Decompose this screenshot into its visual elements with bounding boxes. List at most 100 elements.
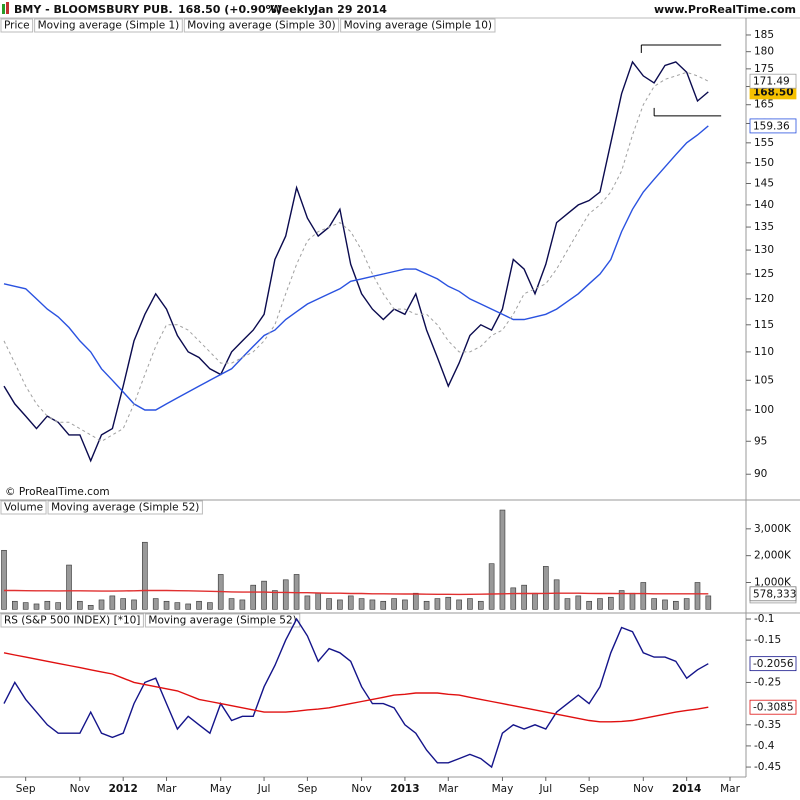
volume-bar xyxy=(66,564,72,610)
legend-label: Moving average (Simple 1) xyxy=(38,20,180,32)
volume-bar xyxy=(705,595,712,610)
header-site: www.ProRealTime.com xyxy=(654,3,796,16)
volume-bar xyxy=(456,599,462,610)
legend-box xyxy=(0,613,144,628)
volume-bar xyxy=(683,598,690,610)
volume-bar xyxy=(261,580,267,610)
x-tick-label: Sep xyxy=(579,783,599,795)
volume-bar xyxy=(499,509,506,610)
volume-bar xyxy=(33,603,40,610)
x-tick-label: 2012 xyxy=(109,783,138,795)
legend-label: Moving average (Simple 52) xyxy=(51,502,199,514)
volume-bar xyxy=(586,600,592,610)
volume-bar xyxy=(239,599,246,610)
x-tick-label: Sep xyxy=(16,783,36,795)
header-date: Jan 29 2014 xyxy=(313,3,387,16)
y-tick-label: 2,000K xyxy=(754,550,792,562)
volume-bar xyxy=(673,600,679,610)
legend-box xyxy=(34,18,183,33)
legend-label: Moving average (Simple 10) xyxy=(344,20,492,32)
volume-bar xyxy=(282,579,289,610)
value-label-box xyxy=(749,118,797,134)
volume-bar xyxy=(380,600,387,610)
y-tick-label: -0.1 xyxy=(754,613,775,625)
y-tick-label: 105 xyxy=(754,374,774,386)
x-tick-label: Jul xyxy=(538,783,552,795)
legend-label: Moving average (Simple 52) xyxy=(148,615,296,627)
volume-bar xyxy=(412,592,419,610)
volume-bar xyxy=(575,595,582,610)
y-tick-label: -0.15 xyxy=(754,634,781,646)
y-tick-label: -0.45 xyxy=(754,761,781,773)
value-label: -0.2056 xyxy=(753,658,794,670)
volume-bar xyxy=(597,598,603,610)
volume-bar xyxy=(542,566,549,610)
value-label: 168.50 xyxy=(753,86,794,98)
volume-bar xyxy=(315,592,322,610)
y-tick-label: -0.35 xyxy=(754,719,781,731)
volume-bar xyxy=(467,598,473,610)
header-quote: 168.50 (+0.90%) xyxy=(178,3,282,16)
y-tick-label: 140 xyxy=(754,199,774,211)
y-tick-label: 130 xyxy=(754,244,774,256)
volume-bar xyxy=(358,598,365,610)
volume-bar xyxy=(651,598,657,610)
legend-box xyxy=(47,500,203,515)
copyright: © ProRealTime.com xyxy=(5,486,110,498)
value-label: -0.3085 xyxy=(753,702,794,714)
legend-box xyxy=(0,500,47,515)
value-label-box xyxy=(749,656,797,672)
volume-bar xyxy=(629,592,636,610)
series-line xyxy=(3,71,709,442)
volume-bar xyxy=(44,600,51,610)
volume-bar xyxy=(207,602,213,610)
value-label: 171.49 xyxy=(753,76,790,88)
y-tick-label: 135 xyxy=(754,221,774,233)
volume-bar xyxy=(196,600,202,610)
y-tick-label: 165 xyxy=(754,99,774,111)
volume-bar xyxy=(250,584,257,610)
volume-bar xyxy=(228,598,235,610)
volume-bar xyxy=(521,584,527,610)
y-tick-label: -0.25 xyxy=(754,676,781,688)
volume-bar xyxy=(564,598,571,610)
legend-label: Price xyxy=(4,20,30,32)
y-tick-label: 110 xyxy=(754,346,774,358)
x-tick-label: Sep xyxy=(298,783,318,795)
volume-bar xyxy=(272,590,278,610)
y-tick-label: 175 xyxy=(754,63,774,75)
volume-bar xyxy=(77,600,83,610)
volume-bar xyxy=(98,599,105,610)
volume-bar xyxy=(402,599,408,610)
series-line xyxy=(3,652,709,723)
value-label: 578,333 xyxy=(753,588,796,600)
volume-bar xyxy=(22,602,29,610)
volume-bar xyxy=(510,587,517,610)
volume-bar xyxy=(109,595,116,610)
logo xyxy=(2,2,9,14)
series-line xyxy=(3,617,709,769)
volume-bar xyxy=(662,599,668,610)
volume-bar xyxy=(12,600,18,610)
value-label-box xyxy=(749,73,797,89)
y-tick-label: 155 xyxy=(754,137,774,149)
legend-box xyxy=(144,613,301,628)
x-tick-label: 2014 xyxy=(672,783,701,795)
volume-bar xyxy=(304,595,311,610)
value-label-box xyxy=(749,586,797,602)
x-tick-label: Mar xyxy=(157,783,177,795)
volume-bar xyxy=(423,600,430,610)
volume-bar xyxy=(142,541,148,610)
volume-bar xyxy=(391,598,397,610)
volume-bar xyxy=(608,596,614,610)
y-tick-label: 180 xyxy=(754,46,774,58)
legend-box xyxy=(183,18,340,33)
volume-bar xyxy=(445,596,452,610)
volume-bar xyxy=(369,599,376,610)
volume-bar xyxy=(640,582,647,610)
x-tick-label: Jul xyxy=(257,783,271,795)
y-tick-label: 150 xyxy=(754,157,774,169)
x-tick-label: Mar xyxy=(438,783,458,795)
